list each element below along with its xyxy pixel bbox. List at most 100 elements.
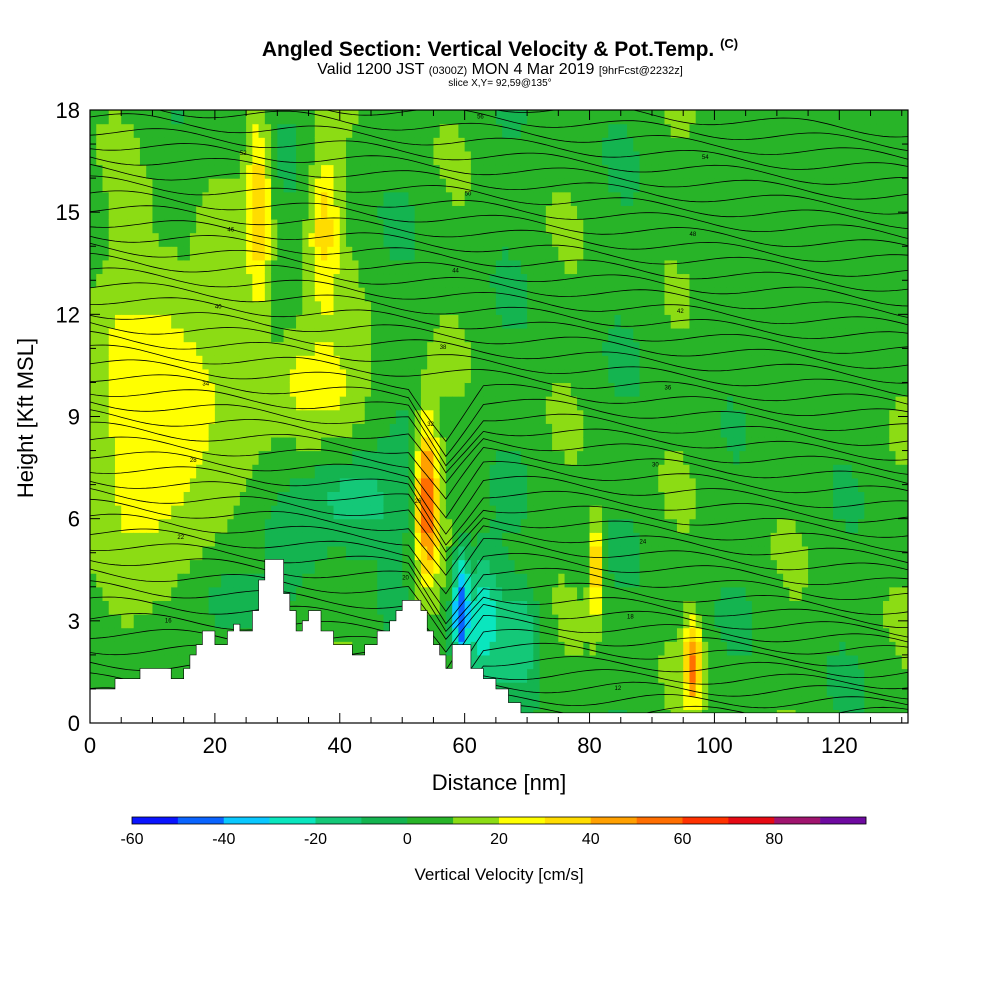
velocity-cell <box>308 164 316 179</box>
velocity-cell <box>277 464 285 479</box>
velocity-cell <box>483 150 491 166</box>
velocity-cell <box>683 491 691 506</box>
velocity-cell <box>296 477 303 493</box>
velocity-cell <box>714 464 722 479</box>
velocity-cell <box>377 246 385 261</box>
velocity-cell <box>177 110 185 125</box>
velocity-cell <box>208 164 216 179</box>
velocity-cell <box>196 300 203 315</box>
velocity-cell <box>552 314 559 329</box>
velocity-cell <box>458 178 466 193</box>
velocity-cell <box>714 218 722 234</box>
velocity-cell <box>395 396 403 411</box>
velocity-cell <box>208 327 216 343</box>
velocity-cell <box>233 341 241 356</box>
velocity-cell <box>208 259 216 275</box>
velocity-cell <box>458 355 466 370</box>
velocity-cell <box>408 259 416 275</box>
velocity-cell <box>114 259 122 275</box>
velocity-cell <box>577 205 584 220</box>
velocity-cell <box>489 287 497 302</box>
velocity-cell <box>508 273 516 288</box>
velocity-cell <box>321 123 328 138</box>
velocity-cell <box>302 396 310 411</box>
velocity-cell <box>508 123 516 138</box>
velocity-cell <box>271 423 278 438</box>
velocity-cell <box>739 273 747 288</box>
velocity-cell <box>346 464 353 479</box>
velocity-cell <box>770 654 778 670</box>
velocity-cell <box>708 627 716 642</box>
velocity-cell <box>745 232 753 247</box>
velocity-cell <box>464 532 472 547</box>
velocity-cell <box>177 505 185 520</box>
velocity-cell <box>770 287 778 302</box>
velocity-cell <box>733 668 740 683</box>
velocity-cell <box>133 600 141 615</box>
velocity-cell <box>539 355 547 370</box>
velocity-cell <box>464 586 472 601</box>
velocity-cell <box>114 273 122 288</box>
velocity-cell <box>502 559 509 574</box>
velocity-cell <box>751 627 759 642</box>
velocity-cell <box>414 232 422 247</box>
velocity-cell <box>202 287 210 302</box>
velocity-cell <box>246 586 253 601</box>
velocity-cell <box>352 205 360 220</box>
velocity-cell <box>439 110 447 125</box>
velocity-cell <box>402 586 410 601</box>
velocity-cell <box>146 110 154 125</box>
velocity-cell <box>670 246 678 261</box>
velocity-cell <box>177 627 185 642</box>
velocity-cell <box>102 614 110 629</box>
velocity-cell <box>739 450 747 465</box>
velocity-cell <box>570 586 578 601</box>
velocity-cell <box>483 464 491 479</box>
velocity-cell <box>171 409 179 424</box>
velocity-cell <box>627 627 634 642</box>
velocity-cell <box>346 396 353 411</box>
velocity-cell <box>720 110 728 125</box>
velocity-cell <box>458 191 466 206</box>
velocity-cell <box>558 586 566 601</box>
velocity-cell <box>714 150 722 166</box>
velocity-cell <box>514 450 522 465</box>
velocity-cell <box>445 477 453 493</box>
velocity-cell <box>358 382 366 397</box>
velocity-cell <box>495 314 503 329</box>
velocity-cell <box>414 505 422 520</box>
velocity-cell <box>108 477 116 493</box>
velocity-cell <box>183 586 191 601</box>
velocity-cell <box>102 409 110 424</box>
velocity-cell <box>183 232 191 247</box>
velocity-cell <box>108 273 116 288</box>
velocity-cell <box>127 532 135 547</box>
velocity-cell <box>427 573 435 588</box>
velocity-cell <box>464 110 472 125</box>
velocity-cell <box>676 532 684 547</box>
velocity-cell <box>196 246 203 261</box>
velocity-cell <box>214 423 222 438</box>
velocity-cell <box>539 518 547 533</box>
velocity-cell <box>720 273 728 288</box>
velocity-cell <box>258 164 266 179</box>
velocity-cell <box>733 259 740 275</box>
velocity-cell <box>708 614 716 629</box>
velocity-cell <box>770 137 778 152</box>
velocity-cell <box>277 178 285 193</box>
velocity-cell <box>127 559 135 574</box>
velocity-cell <box>171 368 179 384</box>
velocity-cell <box>246 396 253 411</box>
velocity-cell <box>233 259 241 275</box>
velocity-cell <box>139 573 147 588</box>
velocity-cell <box>171 218 179 234</box>
velocity-cell <box>770 110 778 125</box>
velocity-cell <box>764 164 772 179</box>
velocity-cell <box>370 191 378 206</box>
velocity-cell <box>689 287 697 302</box>
velocity-cell <box>770 314 778 329</box>
velocity-cell <box>277 137 285 152</box>
velocity-cell <box>489 205 497 220</box>
velocity-cell <box>346 409 353 424</box>
velocity-cell <box>620 110 628 125</box>
